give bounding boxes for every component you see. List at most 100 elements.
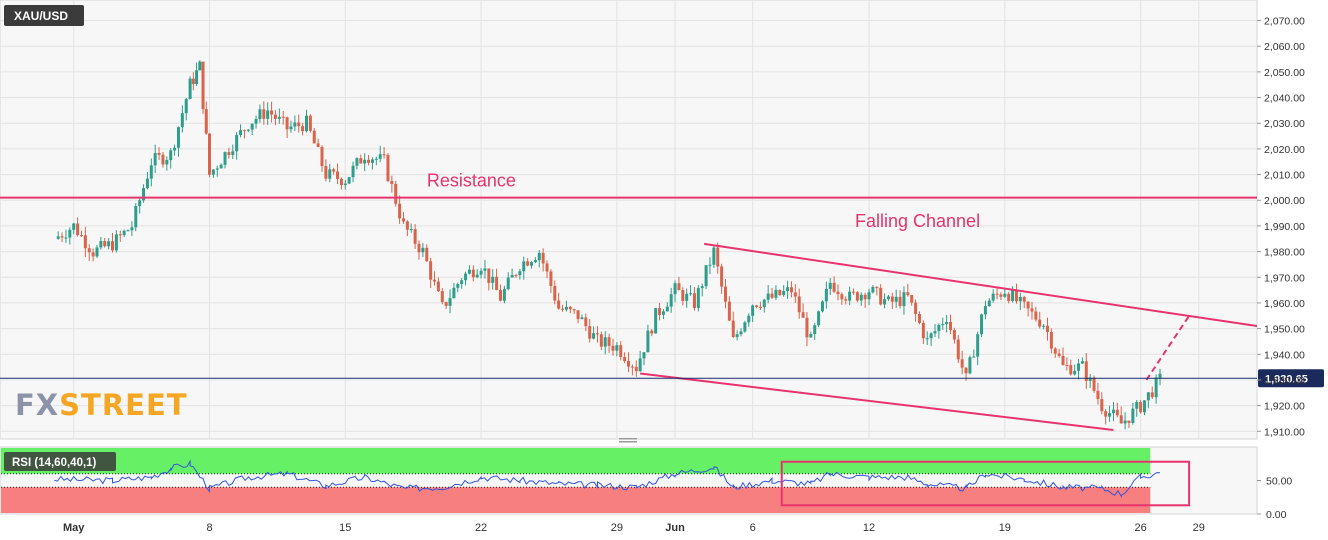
candle-body xyxy=(390,180,394,184)
candle-body xyxy=(945,321,949,325)
candle-body xyxy=(914,302,918,315)
candle-body xyxy=(231,151,235,155)
candle-body xyxy=(215,168,219,170)
candle-body xyxy=(1038,319,1042,327)
price-axis: 2,070.00 2,060.00 2,050.00 2,040.00 2,030.00… xyxy=(1257,16,1305,438)
candle-body xyxy=(828,282,832,289)
candle-body xyxy=(685,293,689,301)
candle-body xyxy=(198,61,202,71)
candle-body xyxy=(475,274,479,278)
candle-body xyxy=(157,152,161,155)
candle-body xyxy=(429,261,433,280)
candle-body xyxy=(720,266,724,287)
candle-body xyxy=(976,334,980,357)
candle-body xyxy=(1080,361,1084,364)
rsi-axis: 50.00 0.00 xyxy=(1257,476,1292,521)
channel-lower-line xyxy=(640,372,1114,432)
candle-body xyxy=(758,306,762,308)
candle-body xyxy=(293,122,297,127)
candle-body xyxy=(169,150,173,160)
candle-body xyxy=(184,99,188,114)
candle-body xyxy=(91,252,95,257)
y-tick-label: 2,070.00 xyxy=(1264,16,1305,28)
candle-body xyxy=(890,296,894,302)
candle-body xyxy=(1026,301,1030,309)
candle-body xyxy=(708,264,712,266)
rsi-highlight-rectangle xyxy=(780,460,1191,507)
candle-body xyxy=(770,293,774,298)
candle-body xyxy=(413,229,417,244)
rsi-badge[interactable] xyxy=(4,452,116,471)
candle-body xyxy=(308,115,312,131)
candle-body xyxy=(960,359,964,368)
candle-body xyxy=(153,152,157,166)
symbol-badge[interactable] xyxy=(4,5,84,26)
candle-body xyxy=(809,333,813,338)
candle-body xyxy=(250,123,254,130)
candle-body xyxy=(1108,413,1112,417)
candle-body xyxy=(1127,420,1131,423)
candle-body xyxy=(661,311,665,315)
candle-body xyxy=(161,154,165,165)
candle-body xyxy=(630,366,634,368)
y-tick-label: 2,040.00 xyxy=(1264,93,1305,105)
candle-body xyxy=(444,302,448,306)
candle-body xyxy=(201,61,205,110)
candle-body xyxy=(1069,365,1073,375)
candle-body xyxy=(1022,296,1026,302)
candle-body xyxy=(619,345,623,357)
panel-resize-handle[interactable] xyxy=(619,438,637,440)
candle-body xyxy=(615,345,619,351)
candle-body xyxy=(235,134,239,152)
candle-body xyxy=(681,290,685,301)
candle-body xyxy=(130,227,134,231)
candle-body xyxy=(595,333,599,335)
x-tick-label: 15 xyxy=(339,522,351,534)
candle-body xyxy=(627,361,630,367)
candle-body xyxy=(491,276,495,283)
candle-body xyxy=(572,309,576,311)
candle-body xyxy=(502,289,506,301)
candle-body xyxy=(941,324,945,326)
candle-body xyxy=(987,300,991,307)
candle-body xyxy=(716,247,720,267)
candle-body xyxy=(813,325,817,334)
y-tick-label: 2,030.00 xyxy=(1264,118,1305,130)
candle-body xyxy=(611,345,615,351)
candle-body xyxy=(1135,402,1139,409)
candle-body xyxy=(83,235,87,249)
candle-body xyxy=(281,116,285,118)
candle-body xyxy=(409,229,413,231)
candle-body xyxy=(401,218,405,222)
candle-body xyxy=(87,248,91,253)
candle-body xyxy=(262,109,266,119)
candle-body xyxy=(339,178,343,186)
candle-body xyxy=(689,293,693,295)
channel-upper-line xyxy=(704,242,1258,328)
candle-body xyxy=(1142,400,1146,413)
current-price-tag xyxy=(1258,369,1324,388)
candle-body xyxy=(673,283,677,295)
candle-body xyxy=(351,165,355,178)
candle-body xyxy=(805,317,809,338)
candle-body xyxy=(789,287,793,293)
candle-body xyxy=(871,286,875,293)
candle-body xyxy=(95,247,99,257)
candle-body xyxy=(289,126,293,130)
candle-body xyxy=(817,311,821,326)
candle-body xyxy=(875,286,879,288)
candle-body xyxy=(223,152,227,165)
candle-body xyxy=(592,333,596,339)
candle-body xyxy=(1119,415,1123,424)
candle-body xyxy=(1007,293,1011,301)
candle-body xyxy=(898,296,902,307)
candle-body xyxy=(925,338,929,340)
candle-body xyxy=(917,314,921,323)
candle-body xyxy=(1065,364,1069,366)
candle-body xyxy=(1073,370,1077,375)
candle-body xyxy=(801,312,805,318)
panel-resize-handle-grip[interactable] xyxy=(619,441,637,443)
candle-body xyxy=(972,356,976,358)
candle-body xyxy=(820,301,824,312)
